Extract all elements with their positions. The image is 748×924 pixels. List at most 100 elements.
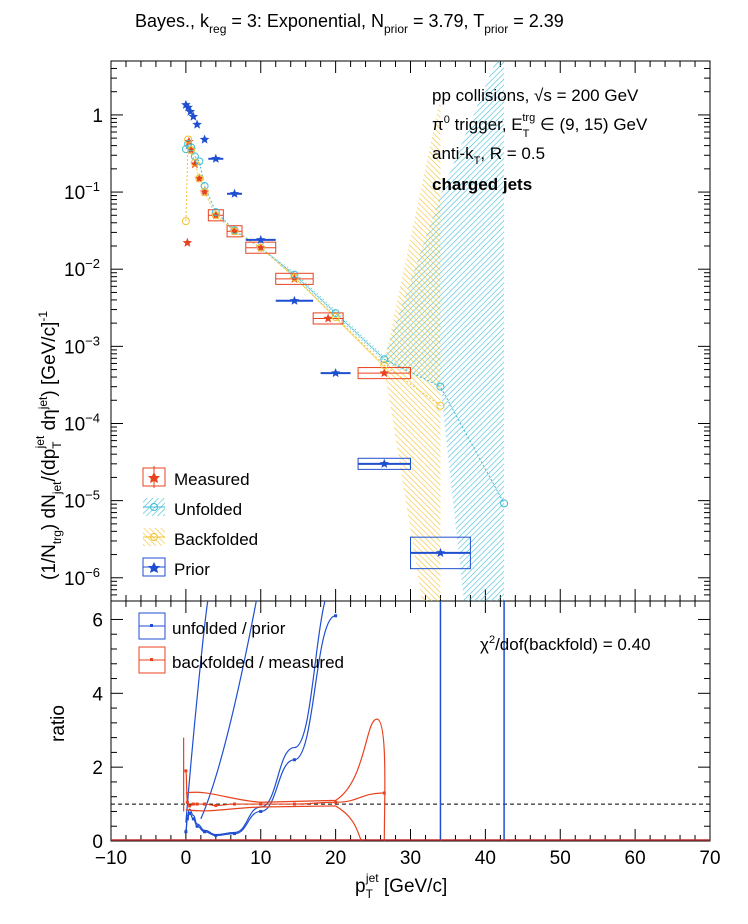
unfolded-point bbox=[436, 382, 445, 391]
svg-text:Prior: Prior bbox=[174, 560, 210, 579]
unfolded-prior-point bbox=[233, 832, 237, 836]
y-tick-label-bottom: 6 bbox=[92, 610, 103, 631]
backfolded-point bbox=[181, 217, 190, 226]
unfolded-point bbox=[195, 157, 204, 166]
x-tick-label: 70 bbox=[699, 848, 720, 869]
prior-point bbox=[289, 295, 300, 305]
y-tick-label-top: 10−3 bbox=[64, 333, 100, 358]
backfolded-point bbox=[195, 174, 204, 183]
backfolded-measured-point bbox=[184, 769, 188, 773]
unfolded-prior-point bbox=[188, 811, 192, 815]
unfolded-prior-envelope-1 bbox=[185, 601, 209, 823]
unfolded-point bbox=[500, 499, 509, 508]
backfolded-measured-point bbox=[382, 791, 386, 795]
backfolded-point bbox=[184, 135, 193, 144]
measured-point bbox=[323, 313, 333, 323]
legend-unfolded-prior[interactable]: unfolded / prior bbox=[138, 612, 286, 640]
legend-prior[interactable]: Prior bbox=[142, 557, 210, 579]
unfolded-point bbox=[331, 309, 340, 318]
legend-unfolded[interactable]: Unfolded bbox=[143, 498, 242, 519]
backfolded-measured-point bbox=[334, 800, 338, 804]
x-tick-label: −10 bbox=[95, 848, 127, 869]
prior-point bbox=[435, 547, 446, 557]
backfolded-measured-point bbox=[233, 802, 237, 806]
svg-text:Unfolded: Unfolded bbox=[174, 500, 242, 519]
backfolded-measured-point bbox=[259, 802, 263, 806]
x-tick-label: 50 bbox=[550, 848, 571, 869]
prior-point bbox=[229, 188, 240, 198]
backfolded-point bbox=[211, 211, 220, 220]
annotation-charged-jets: charged jets bbox=[432, 175, 532, 194]
x-axis-title: pTjet [GeV/c] bbox=[355, 871, 447, 901]
prior-point bbox=[330, 368, 341, 378]
backfolded-point bbox=[187, 146, 196, 155]
prior-point bbox=[211, 153, 221, 163]
prior-point bbox=[256, 234, 266, 244]
legend-bottom: unfolded / prior backfolded / measured bbox=[138, 612, 344, 674]
chart-title: Bayes., kreg = 3: Exponential, Nprior = … bbox=[135, 11, 564, 36]
y-axis-title-top: (1/Ntrg) dNjet/(dpTjet dηjet) [GeV/c]-1 bbox=[33, 311, 64, 580]
unfolded-line bbox=[185, 143, 505, 504]
measured-point bbox=[199, 187, 210, 197]
annotation-trigger: π0 trigger, ETtrg ∈ (9, 15) GeV bbox=[432, 112, 648, 140]
y-tick-label-bottom: 4 bbox=[92, 684, 103, 705]
backfolded-measured-lower bbox=[185, 805, 363, 841]
unfolded-point bbox=[187, 143, 196, 152]
y-tick-label-bottom: 2 bbox=[92, 758, 103, 779]
backfolded-measured-point bbox=[188, 804, 192, 808]
measured-point bbox=[182, 237, 193, 247]
backfolded-measured-point bbox=[292, 802, 296, 806]
backfolded-measured-point bbox=[195, 802, 199, 806]
unfolded-prior-point bbox=[259, 809, 263, 813]
tick-labels: −10 0 10 20 30 40 50 60 70110−110−210−310−410−51… bbox=[64, 106, 721, 869]
svg-text:Backfolded: Backfolded bbox=[174, 530, 258, 549]
unfolded-prior-point bbox=[292, 758, 296, 762]
backfolded-point bbox=[331, 313, 340, 322]
measured-point bbox=[194, 173, 205, 183]
y-tick-label-top: 10−2 bbox=[64, 256, 100, 281]
unfolded-prior-point bbox=[191, 817, 195, 821]
unfolded-prior-point bbox=[195, 824, 199, 828]
top-panel-data bbox=[181, 61, 509, 601]
x-tick-label: 0 bbox=[181, 848, 192, 869]
backfolded-measured-envelope bbox=[183, 718, 386, 841]
prior-point bbox=[188, 111, 199, 121]
y-tick-label-top: 10−5 bbox=[64, 488, 100, 513]
unfolded-point bbox=[380, 355, 389, 364]
legend-backfolded[interactable]: Backfolded bbox=[143, 528, 258, 549]
unfolded-prior-point bbox=[214, 833, 218, 837]
unfolded-point bbox=[200, 181, 209, 190]
backfolded-point bbox=[436, 401, 445, 410]
backfolded-point bbox=[230, 227, 239, 236]
unfolded-prior-envelope-2 bbox=[200, 601, 257, 820]
measured-point bbox=[256, 242, 266, 252]
svg-text:unfolded / prior: unfolded / prior bbox=[172, 619, 286, 638]
measured-point bbox=[379, 368, 389, 378]
prior-point bbox=[183, 102, 193, 112]
annotation-chi2: χ2/dof(backfold) = 0.40 bbox=[480, 634, 651, 654]
backfolded-band bbox=[185, 97, 441, 601]
unfolded-point bbox=[290, 270, 299, 279]
y-tick-label-top: 10−1 bbox=[64, 179, 100, 204]
legend-top: Measured Unfolded Backfolded Prior bbox=[142, 466, 258, 579]
prior-point bbox=[199, 134, 210, 144]
annotation-collisions: pp collisions, √s = 200 GeV bbox=[432, 86, 639, 105]
unfolded-prior-point bbox=[185, 817, 189, 821]
backfolded-measured-point bbox=[185, 800, 189, 804]
bottom-panel-data bbox=[111, 601, 710, 841]
y-tick-label-top: 10−6 bbox=[64, 565, 100, 590]
x-tick-label: 20 bbox=[325, 848, 346, 869]
backfolded-point bbox=[200, 188, 209, 197]
y-tick-label-bottom: 0 bbox=[92, 832, 103, 853]
x-tick-label: 60 bbox=[625, 848, 646, 869]
legend-backfolded-measured[interactable]: backfolded / measured bbox=[138, 646, 344, 674]
x-tick-label: 30 bbox=[400, 848, 421, 869]
unfolded-prior-point bbox=[184, 830, 188, 834]
backfolded-point bbox=[256, 243, 265, 252]
legend-measured[interactable]: Measured bbox=[142, 466, 250, 489]
y-tick-label-top: 10−4 bbox=[64, 410, 100, 435]
axis-ticks bbox=[110, 60, 711, 842]
unfolded-point bbox=[181, 145, 190, 154]
prior-point bbox=[192, 119, 202, 129]
